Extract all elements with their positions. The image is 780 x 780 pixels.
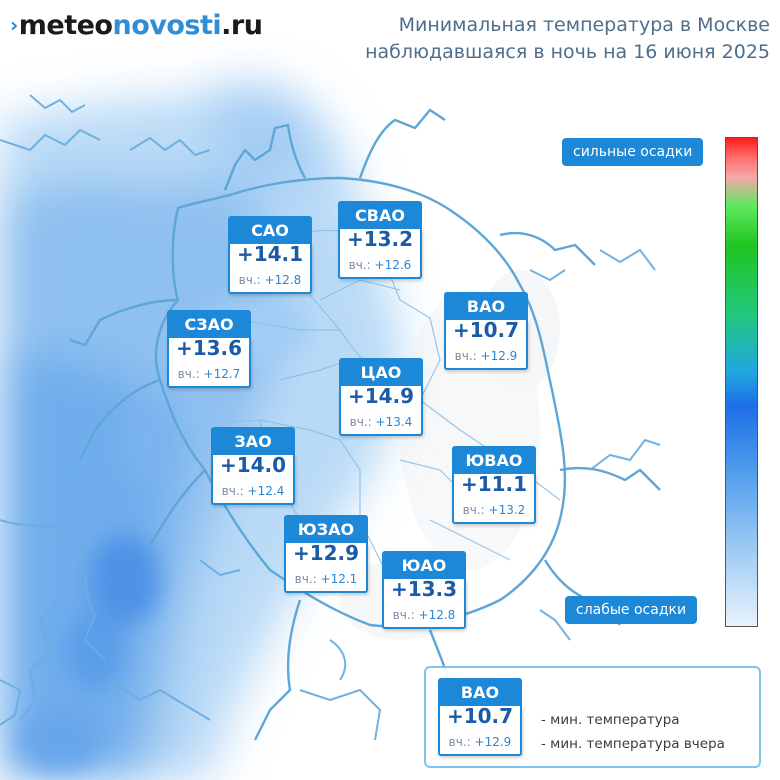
district-values: +13.6 вч.: +12.7 (167, 336, 251, 388)
precipitation-core (20, 300, 310, 770)
min-temperature: +14.9 (347, 384, 415, 408)
district-values: +13.3 вч.: +12.8 (382, 577, 466, 629)
district-values: +14.0 вч.: +12.4 (211, 453, 295, 505)
logo-mark-icon: › (10, 13, 18, 37)
yesterday-temperature-row: вч.: +12.8 (230, 273, 310, 288)
yesterday-label: вч.: (238, 273, 261, 287)
district-values: +10.7 вч.: +12.9 (444, 318, 528, 370)
district-name: СЗАО (167, 310, 251, 340)
yesterday-temperature: +12.8 (418, 608, 456, 622)
yesterday-temperature-row: вч.: +12.8 (384, 608, 464, 623)
min-temperature: +10.7 (452, 318, 520, 342)
district-name: ВАО (444, 292, 528, 322)
yesterday-temperature: +13.2 (488, 503, 526, 517)
min-temperature: +11.1 (460, 472, 528, 496)
yesterday-label: вч.: (348, 258, 371, 272)
title-line-1: Минимальная температура в Москве (398, 14, 770, 36)
yesterday-temperature-row: вч.: +12.4 (213, 484, 293, 499)
district-values: +14.9 вч.: +13.4 (339, 384, 423, 436)
legend-sample-values: +10.7 вч.: +12.9 (438, 704, 522, 756)
page-title: Минимальная температура в Москве наблюда… (365, 12, 770, 66)
legend-line-min-temp-yesterday: - мин. температура вчера (541, 736, 725, 752)
yesterday-temperature: +12.4 (247, 484, 285, 498)
scale-label-light: слабые осадки (565, 596, 698, 624)
logo-part-domain: .ru (221, 10, 263, 41)
district-name: ЮВАО (452, 446, 536, 476)
yesterday-temperature-row: вч.: +12.7 (169, 367, 249, 382)
district-name: СВАО (338, 201, 422, 231)
district-name: ЮЗАО (284, 515, 368, 545)
min-temperature: +12.9 (292, 541, 360, 565)
yesterday-label: вч.: (462, 503, 485, 517)
yesterday-temperature-row: вч.: +13.2 (454, 503, 534, 518)
logo-part-meteo: meteo (18, 10, 113, 41)
yesterday-label: вч.: (349, 415, 372, 429)
yesterday-temperature: +12.9 (480, 349, 518, 363)
precipitation-color-bar (725, 137, 758, 627)
logo-part-novosti: novosti (112, 10, 222, 41)
min-temperature: +14.0 (219, 453, 287, 477)
district-name: ЦАО (339, 358, 423, 388)
district-values: +14.1 вч.: +12.8 (228, 242, 312, 294)
legend-sample-temperature: +10.7 (446, 704, 514, 728)
legend-panel: ВАО +10.7 вч.: +12.9 - мин. температура … (424, 666, 761, 768)
legend-sample-yesterday: +12.9 (474, 735, 512, 749)
district-values: +11.1 вч.: +13.2 (452, 472, 536, 524)
district-name: ЮАО (382, 551, 466, 581)
title-line-2: наблюдавшаяся в ночь на 16 июня 2025 (365, 41, 770, 63)
yesterday-temperature-row: вч.: +12.9 (446, 349, 526, 364)
yesterday-label: вч.: (294, 572, 317, 586)
district-values: +13.2 вч.: +12.6 (338, 227, 422, 279)
yesterday-temperature: +12.6 (374, 258, 412, 272)
precipitation-scale (725, 137, 758, 627)
yesterday-temperature: +12.1 (320, 572, 358, 586)
min-temperature: +13.3 (390, 577, 458, 601)
yesterday-temperature-row: вч.: +13.4 (341, 415, 421, 430)
min-temperature: +13.2 (346, 227, 414, 251)
legend-line-min-temp: - мин. температура (541, 712, 680, 728)
yesterday-temperature: +12.7 (203, 367, 241, 381)
oblast-boundaries (0, 94, 661, 741)
min-temperature: +13.6 (175, 336, 243, 360)
yesterday-label: вч.: (448, 735, 471, 749)
legend-sample-yesterday-row: вч.: +12.9 (440, 735, 520, 750)
yesterday-label: вч.: (177, 367, 200, 381)
yesterday-label: вч.: (221, 484, 244, 498)
district-values: +12.9 вч.: +12.1 (284, 541, 368, 593)
yesterday-temperature: +12.8 (264, 273, 302, 287)
legend-sample-name: ВАО (438, 678, 522, 708)
yesterday-temperature-row: вч.: +12.1 (286, 572, 366, 587)
district-name: САО (228, 216, 312, 246)
yesterday-temperature: +13.4 (375, 415, 413, 429)
yesterday-label: вч.: (392, 608, 415, 622)
site-logo[interactable]: ›meteonovosti.ru (10, 8, 263, 43)
district-name: ЗАО (211, 427, 295, 457)
scale-label-heavy: сильные осадки (562, 138, 704, 166)
min-temperature: +14.1 (236, 242, 304, 266)
yesterday-label: вч.: (454, 349, 477, 363)
yesterday-temperature-row: вч.: +12.6 (340, 258, 420, 273)
